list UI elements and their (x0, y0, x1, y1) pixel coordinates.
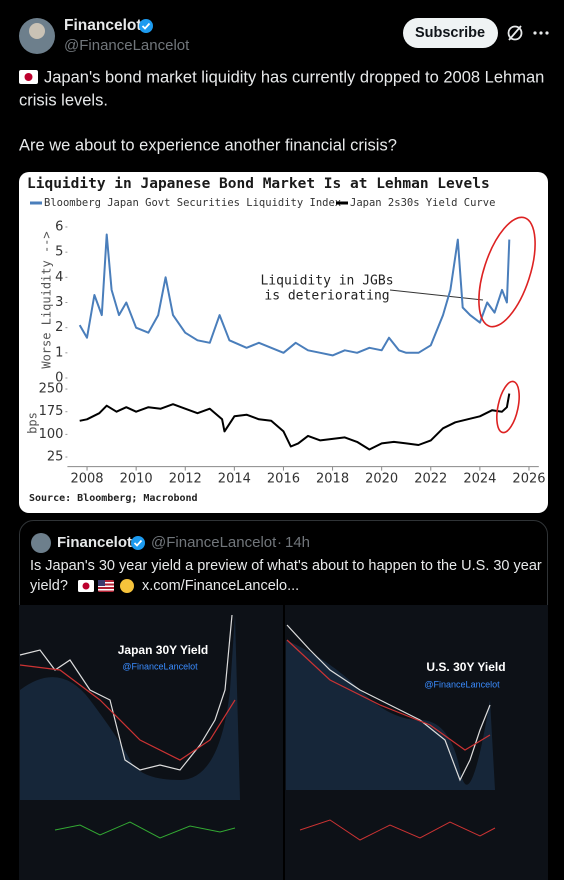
y-tick-label: 5 (55, 245, 63, 260)
flag-usa (98, 580, 114, 592)
verified-check (133, 539, 143, 547)
x-tick-label: 2026 (512, 472, 545, 487)
data-line (79, 393, 511, 451)
x-tick-label: 2012 (169, 472, 202, 487)
image-band (20, 615, 240, 800)
legend-label: Bloomberg Japan Govt Securities Liquidit… (44, 197, 341, 209)
verified-badge (139, 19, 153, 33)
image-macd (54, 821, 236, 839)
x-tick-label: 2016 (267, 472, 300, 487)
quoted-text: yield? (30, 578, 68, 594)
x-tick-label: 2014 (218, 472, 251, 487)
plot-area: 0 1 2 3 4 5 6 25 100 175 250 2008 2010 2012 2014 2016 20… (39, 220, 546, 487)
y-tick-label: 0 (55, 371, 63, 386)
quoted-link[interactable]: x.com/FinanceLancelo... (142, 578, 299, 594)
verified-check (141, 22, 151, 30)
x-tick-label: 2022 (414, 472, 447, 487)
image-title: Japan 30Y Yield (118, 643, 209, 657)
timestamp: 14h (285, 534, 310, 551)
flag-japan (78, 580, 94, 592)
image-ma-line (286, 639, 491, 751)
separator: · (277, 534, 282, 551)
quoted-author: Financelot (57, 534, 132, 551)
image-watermark: @FinanceLancelot (424, 679, 500, 689)
verified-badge (131, 536, 145, 550)
flag-japan (19, 70, 38, 84)
x-tick-label: 2008 (70, 472, 103, 487)
image-ma-line (19, 664, 236, 761)
more-icon[interactable] (533, 31, 549, 35)
y-tick-label: 6 (55, 220, 63, 235)
quoted-text: Is Japan's 30 year yield a preview of wh… (30, 558, 542, 574)
y-tick-label: 175 (39, 404, 64, 419)
author-name[interactable]: Financelot (64, 17, 142, 34)
legend-label: Japan 2s30s Yield Curve (350, 197, 495, 209)
thinking-emoji (120, 579, 134, 593)
quoted-handle: @FinanceLancelot (151, 534, 277, 551)
y-tick-label: 250 (39, 382, 64, 397)
chart-title: Liquidity in Japanese Bond Market Is at … (27, 176, 490, 192)
post-text: Are we about to experience another finan… (19, 136, 397, 154)
y-tick-label: 25 (47, 450, 64, 465)
data-line (78, 233, 511, 357)
y-tick-label: 4 (55, 270, 63, 285)
image-price-line (286, 624, 491, 782)
image-price-line (19, 614, 233, 771)
y-axis-label: bps (26, 412, 40, 434)
subscribe-label[interactable]: Subscribe (415, 25, 485, 41)
y-tick-label: 3 (55, 295, 63, 310)
y-tick-label: 100 (39, 427, 64, 442)
x-tick-label: 2020 (365, 472, 398, 487)
chart-card[interactable] (19, 172, 548, 513)
y-tick-label: 2 (55, 320, 63, 335)
x-tick-label: 2024 (463, 472, 496, 487)
image-title: U.S. 30Y Yield (426, 660, 505, 674)
source-note: Source: Bloomberg; Macrobond (29, 493, 198, 504)
highlight-ellipse (496, 380, 520, 434)
annotation: is deteriorating (264, 289, 389, 304)
x-tick-label: 2010 (120, 472, 153, 487)
subscribe-button[interactable] (403, 18, 498, 48)
image-band (286, 640, 495, 790)
post-text: crisis levels. (19, 91, 108, 109)
avatar-face (29, 23, 45, 39)
y-tick-label: 1 (55, 345, 63, 360)
author-handle[interactable]: @FinanceLancelot (64, 37, 190, 54)
quoted-avatar (31, 533, 51, 553)
post-text: Japan's bond market liquidity has curren… (44, 68, 544, 86)
annotation-arrow (389, 289, 484, 301)
y-axis-label: Worse Liquidity --> (40, 231, 54, 368)
image-watermark: @FinanceLancelot (122, 661, 198, 671)
grok-icon[interactable] (507, 25, 523, 41)
annotation: Liquidity in JGBs (260, 274, 393, 289)
image-macd (299, 819, 496, 841)
x-tick-label: 2018 (316, 472, 349, 487)
highlight-ellipse (478, 216, 536, 328)
